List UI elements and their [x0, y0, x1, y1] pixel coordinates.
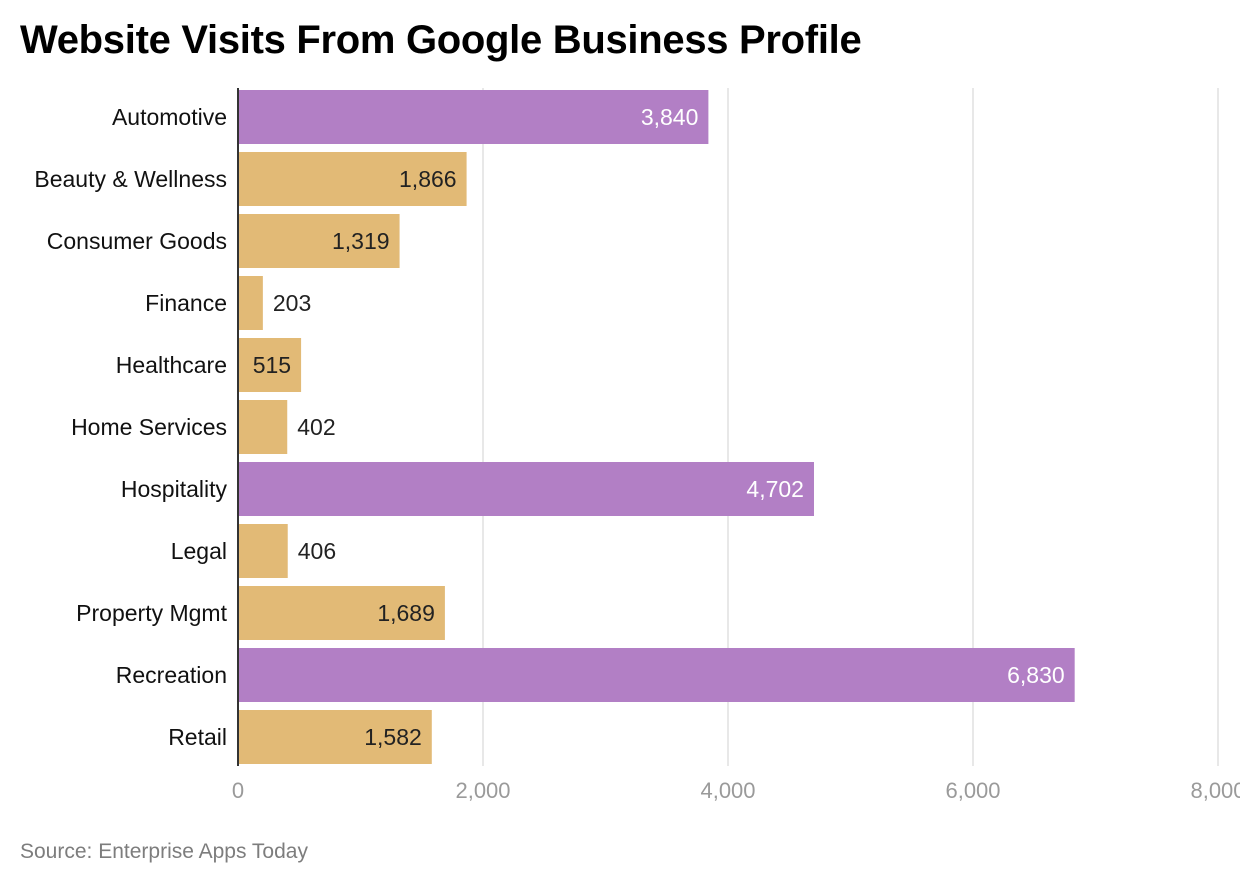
bar — [238, 586, 445, 640]
bar — [238, 462, 814, 516]
bar — [238, 648, 1075, 702]
x-axis-ticks: 0 2,000 4,000 6,000 8,000 — [232, 778, 1240, 803]
bar — [238, 152, 467, 206]
category-labels: Automotive Beauty & Wellness Consumer Good… — [34, 104, 227, 750]
value-label: 1,866 — [399, 166, 457, 192]
bar — [238, 400, 288, 454]
category-label: Automotive — [112, 104, 227, 130]
x-tick-label: 8,000 — [1190, 778, 1240, 803]
x-tick-label: 0 — [232, 778, 244, 803]
x-tick-label: 4,000 — [700, 778, 755, 803]
bar — [238, 214, 400, 268]
bar — [238, 338, 302, 392]
value-label: 406 — [298, 538, 336, 564]
value-label: 1,319 — [332, 228, 390, 254]
category-label: Property Mgmt — [76, 600, 227, 626]
value-label: 1,689 — [377, 600, 435, 626]
category-label: Retail — [168, 724, 227, 750]
x-tick-label: 6,000 — [945, 778, 1000, 803]
bar — [238, 710, 432, 764]
value-label: 3,840 — [641, 104, 699, 130]
category-label: Finance — [145, 290, 227, 316]
category-label: Healthcare — [116, 352, 227, 378]
bar — [238, 276, 263, 330]
value-label: 402 — [297, 414, 335, 440]
category-label: Legal — [171, 538, 227, 564]
data-labels: 3,840 1,866 1,319 203 515 402 4,702 406 1,689 6,8… — [253, 104, 1065, 750]
category-label: Recreation — [116, 662, 227, 688]
category-label: Hospitality — [121, 476, 228, 502]
bars — [238, 90, 1075, 764]
value-label: 4,702 — [746, 476, 804, 502]
value-label: 515 — [253, 352, 291, 378]
category-label: Beauty & Wellness — [34, 166, 227, 192]
bar — [238, 90, 709, 144]
bar — [238, 524, 288, 578]
x-tick-label: 2,000 — [455, 778, 510, 803]
value-label: 6,830 — [1007, 662, 1065, 688]
value-label: 1,582 — [364, 724, 422, 750]
chart-source: Source: Enterprise Apps Today — [20, 840, 308, 863]
value-label: 203 — [273, 290, 311, 316]
category-label: Consumer Goods — [47, 228, 227, 254]
chart-title: Website Visits From Google Business Prof… — [20, 18, 862, 62]
category-label: Home Services — [71, 414, 227, 440]
